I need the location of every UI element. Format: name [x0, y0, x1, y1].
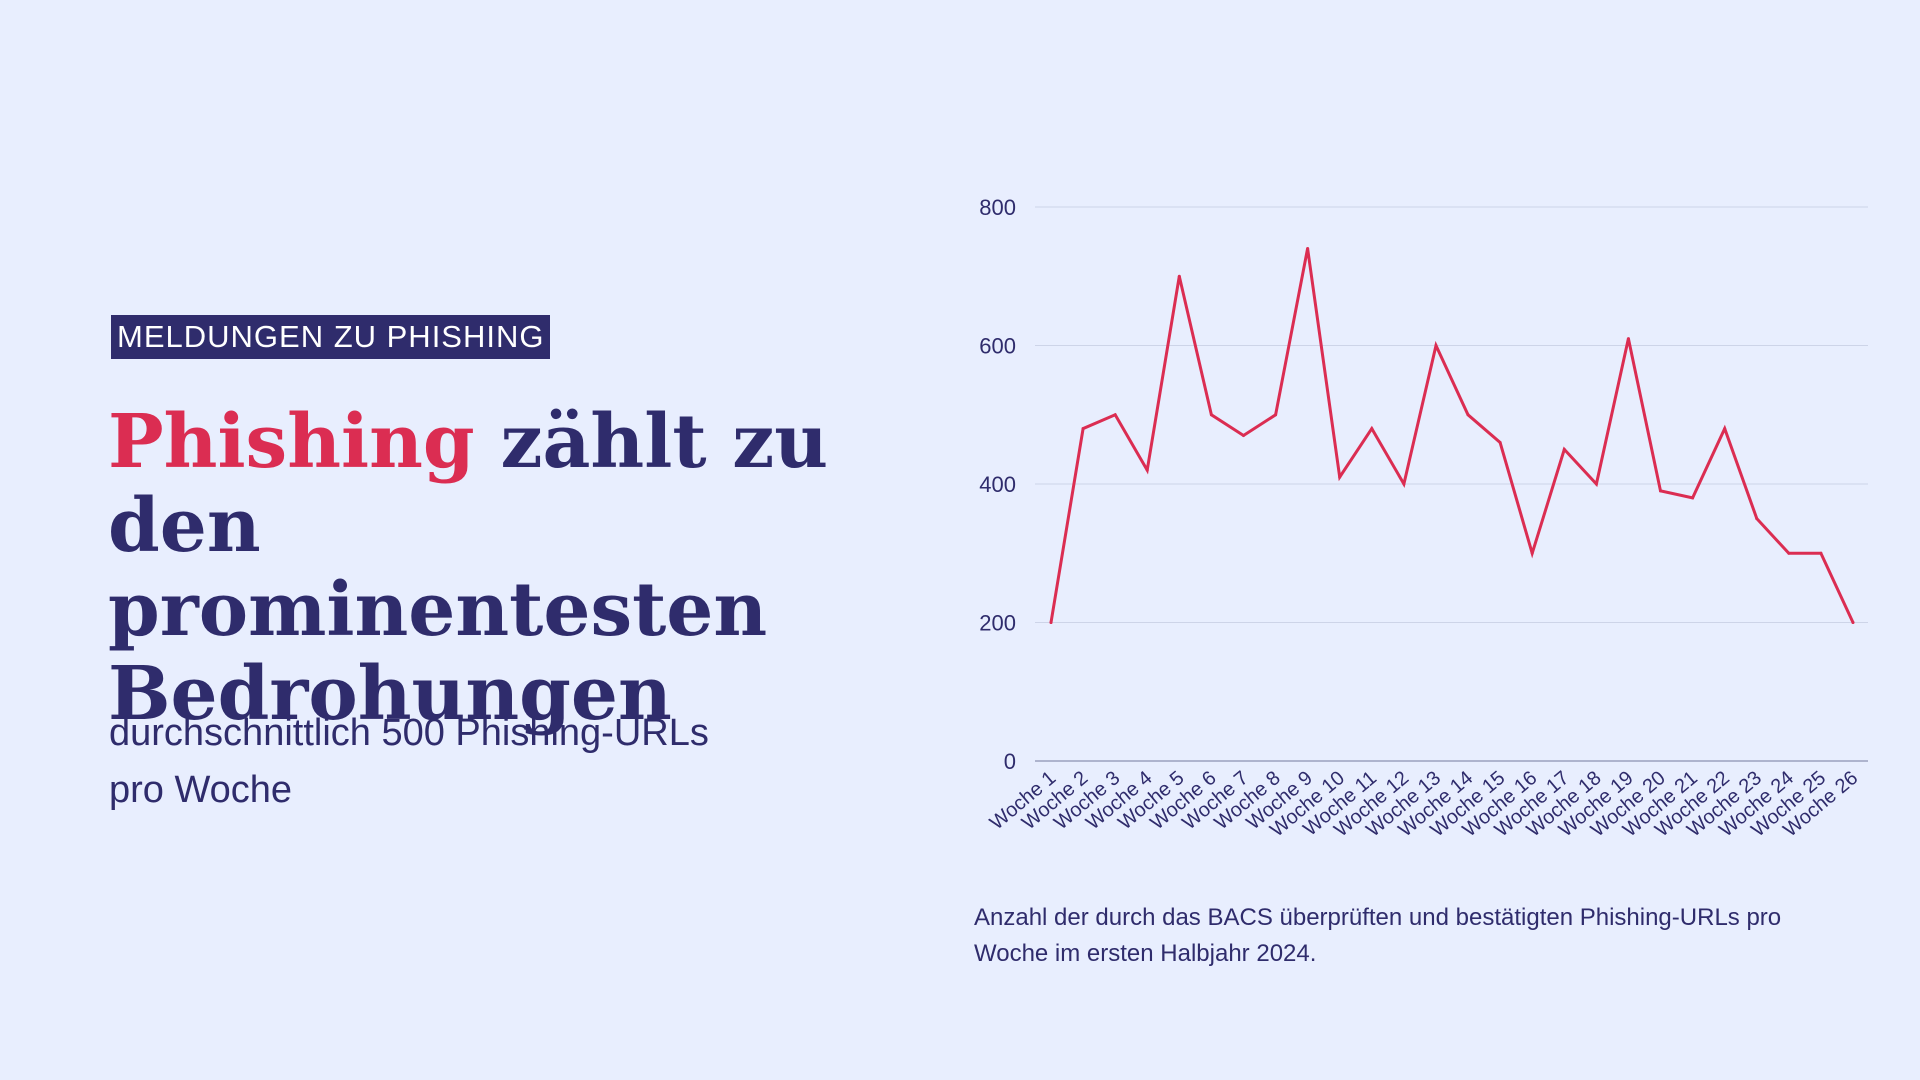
data-point: [1594, 482, 1598, 486]
headline-rest: zählt zu den prominentesten Bedrohungen: [108, 399, 829, 737]
data-point: [1274, 413, 1278, 417]
y-tick-label: 200: [979, 611, 1016, 636]
data-point: [1466, 413, 1470, 417]
data-point: [1209, 413, 1213, 417]
data-point: [1434, 344, 1438, 347]
data-point: [1081, 427, 1085, 431]
data-point: [1338, 475, 1342, 479]
data-point: [1049, 621, 1053, 624]
data-point: [1691, 496, 1695, 500]
data-point: [1562, 447, 1566, 451]
data-point: [1723, 427, 1727, 431]
section-tag: MELDUNGEN ZU PHISHING: [111, 315, 551, 359]
data-point: [1113, 413, 1117, 417]
data-point: [1370, 427, 1374, 431]
data-point: [1787, 551, 1791, 555]
headline-accent-word: Phishing: [108, 399, 475, 485]
data-point: [1851, 621, 1855, 624]
data-point: [1241, 434, 1245, 438]
data-point: [1819, 551, 1823, 555]
data-point: [1659, 489, 1663, 493]
y-tick-label: 600: [979, 334, 1016, 359]
headline: Phishing zählt zu den prominentesten Bed…: [108, 400, 928, 736]
y-tick-label: 800: [979, 195, 1016, 220]
series-line: [1049, 248, 1855, 624]
line-chart: 0 200 400 600 800 Woche 1 Woche 2 Woche 3 Woche …: [940, 170, 1880, 890]
chart-caption: Anzahl der durch das BACS überprüften un…: [974, 904, 1782, 967]
y-tick-label: 0: [1004, 749, 1016, 774]
data-point: [1530, 551, 1534, 555]
subline: durchschnittlich 500 Phishing-URLs pro W…: [109, 712, 709, 811]
data-point: [1755, 517, 1759, 521]
y-tick-label: 400: [979, 472, 1016, 497]
data-point: [1402, 482, 1406, 486]
data-point: [1498, 440, 1502, 444]
data-point: [1177, 274, 1181, 278]
data-point: [1145, 468, 1149, 472]
data-point: [1306, 247, 1310, 251]
data-point: [1626, 337, 1630, 341]
